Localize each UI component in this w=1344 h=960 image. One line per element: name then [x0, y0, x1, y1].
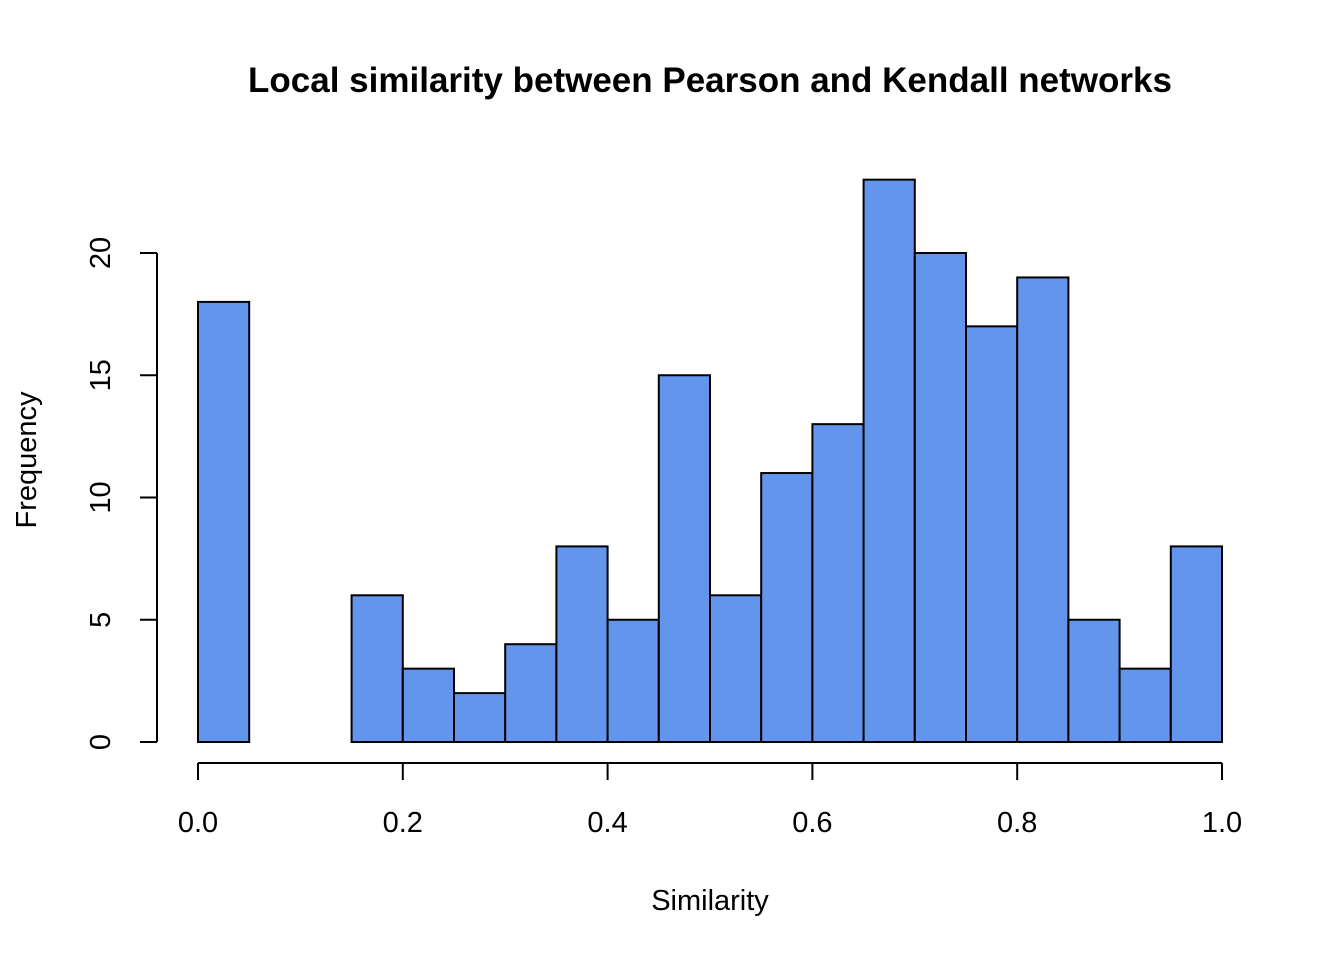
chart-title: Local similarity between Pearson and Ken… — [248, 61, 1172, 100]
y-tick-label: 5 — [85, 612, 117, 628]
histogram-bar — [555, 545, 609, 744]
y-tick-label: 20 — [85, 237, 117, 269]
histogram-bar — [760, 472, 814, 743]
histogram-bar — [350, 594, 404, 743]
x-axis-label: Similarity — [651, 885, 769, 917]
histogram-bar — [862, 178, 916, 743]
histogram-bar — [197, 300, 251, 743]
histogram-bar — [657, 374, 711, 743]
histogram-bar — [1016, 276, 1070, 743]
histogram-bar — [1067, 618, 1121, 743]
histogram-bar — [1118, 667, 1172, 744]
histogram-bar — [709, 594, 763, 743]
y-tick-label: 0 — [85, 734, 117, 750]
bars-group — [197, 178, 1224, 744]
histogram-bar — [606, 618, 660, 743]
y-tick-label: 15 — [85, 359, 117, 391]
histogram-bar — [401, 667, 455, 744]
y-axis: 0 5 10 15 20 — [85, 237, 158, 750]
histogram-bar — [965, 325, 1019, 743]
x-tick-label: 1.0 — [1202, 807, 1242, 839]
y-tick-label: 10 — [85, 481, 117, 513]
y-axis-label: Frequency — [11, 391, 43, 529]
x-tick-label: 0.2 — [383, 807, 423, 839]
x-tick-label: 0.0 — [178, 807, 218, 839]
histogram-bar — [453, 692, 507, 743]
x-tick-label: 0.4 — [587, 807, 627, 839]
x-tick-label: 0.6 — [792, 807, 832, 839]
x-tick-label: 0.8 — [997, 807, 1037, 839]
histogram-bar — [504, 643, 558, 744]
x-axis: 0.0 0.2 0.4 0.6 0.8 1.0 — [178, 762, 1242, 839]
histogram-bar — [811, 423, 865, 743]
histogram-bar — [1169, 545, 1224, 744]
histogram-bar — [913, 252, 967, 743]
